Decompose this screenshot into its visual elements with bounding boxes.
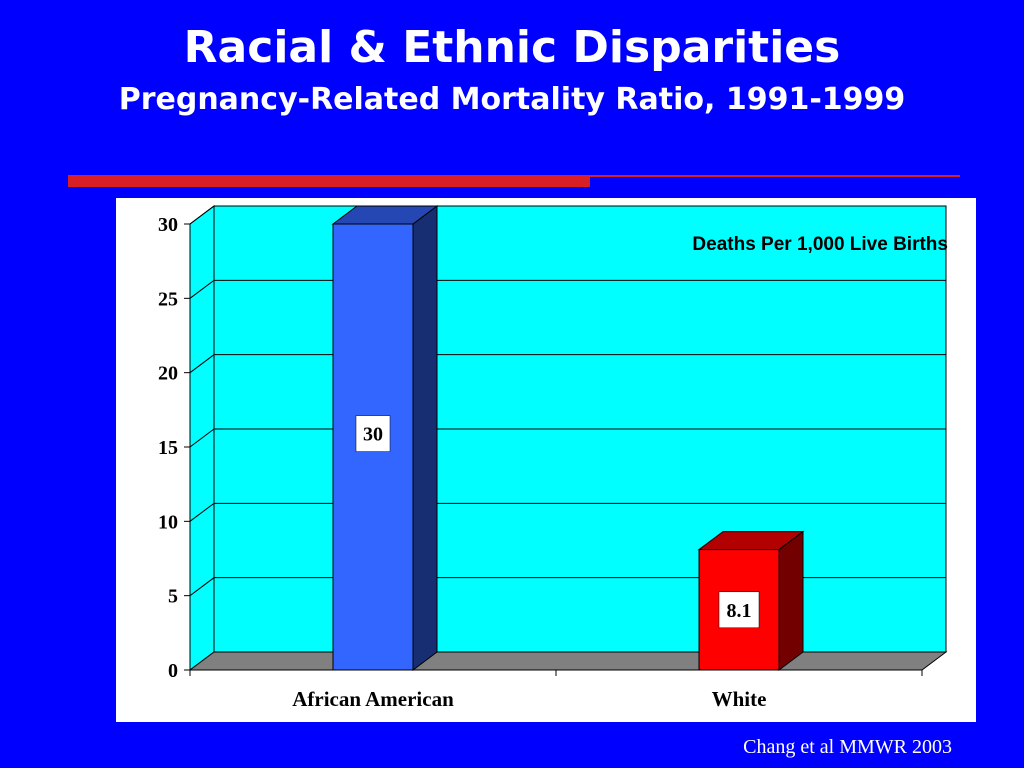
bar-side bbox=[412, 205, 438, 671]
bar-chart: 0 5 10 15 20 25 30 Deaths Per 1,000 Live Births… bbox=[158, 205, 948, 711]
slide-subtitle: Pregnancy-Related Mortality Ratio, 1991-… bbox=[118, 82, 906, 117]
y-tick-label: 20 bbox=[158, 363, 178, 385]
y-tick-label: 25 bbox=[158, 288, 178, 310]
title-rule-thin bbox=[590, 175, 960, 177]
y-tick-label: 0 bbox=[168, 660, 178, 682]
gridline bbox=[189, 354, 946, 374]
slide-title: Racial & Ethnic Disparities bbox=[183, 22, 841, 73]
gridline bbox=[189, 279, 946, 299]
chart-panel: 0 5 10 15 20 25 30 Deaths Per 1,000 Live Births… bbox=[116, 198, 976, 722]
plot-floor bbox=[188, 651, 948, 671]
y-tick-label: 10 bbox=[158, 511, 178, 533]
y-tick-label: 5 bbox=[168, 586, 178, 608]
y-tick-label: 30 bbox=[158, 214, 178, 236]
x-category-label: White bbox=[712, 687, 767, 711]
data-label: 30 bbox=[363, 424, 383, 446]
gridline bbox=[189, 502, 946, 522]
y-tick-label: 15 bbox=[158, 437, 178, 459]
chart-annotation: Deaths Per 1,000 Live Births bbox=[692, 234, 948, 255]
bar-side bbox=[778, 530, 804, 671]
x-category-label: African American bbox=[292, 687, 454, 711]
data-label: 8.1 bbox=[727, 600, 752, 622]
data-label-box bbox=[355, 415, 391, 452]
source-citation: Chang et al MMWR 2003 bbox=[743, 736, 952, 758]
data-label-box bbox=[718, 591, 760, 629]
title-rule-thick bbox=[68, 175, 590, 187]
gridline bbox=[189, 428, 946, 448]
gridline bbox=[189, 205, 946, 225]
